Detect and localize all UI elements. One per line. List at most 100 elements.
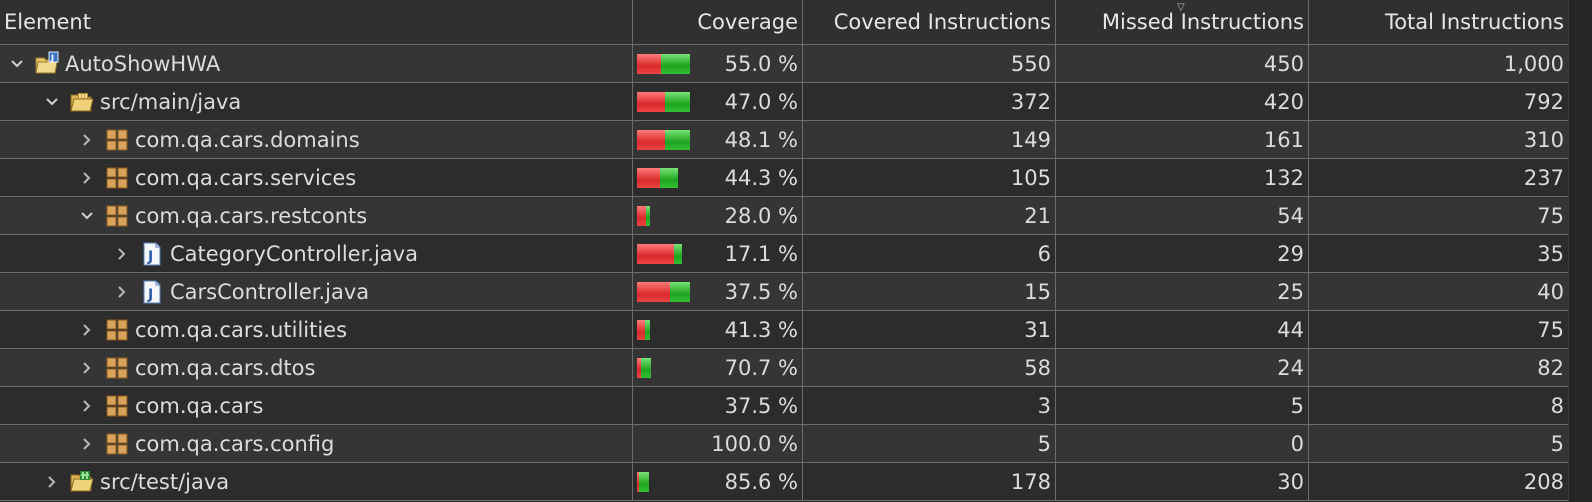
missed-instructions-cell: 132: [1056, 159, 1309, 196]
missed-bar-segment: [637, 54, 661, 74]
coverage-cell: 37.5 %: [633, 387, 803, 424]
coverage-percent: 47.0 %: [724, 89, 798, 114]
chevron-right-icon[interactable]: [76, 433, 98, 455]
test-folder-icon: [69, 469, 95, 495]
missed-instructions-cell: 0: [1056, 425, 1309, 462]
element-cell: J CarsController.java: [0, 273, 633, 310]
table-row[interactable]: J CategoryController.java 17.1 % 6 29 35: [0, 235, 1568, 273]
total-instructions-cell: 5: [1550, 431, 1564, 456]
covered-instructions-cell: 149: [803, 121, 1056, 158]
table-row[interactable]: com.qa.cars.restconts 28.0 % 21 54 75: [0, 197, 1568, 235]
covered-bar-segment: [665, 92, 690, 112]
chevron-down-icon[interactable]: [41, 91, 63, 113]
vertical-scrollbar[interactable]: [1568, 0, 1592, 502]
total-instructions-cell: 208: [1523, 469, 1564, 494]
missed-instructions-cell: 161: [1056, 121, 1309, 158]
coverage-bar: [637, 130, 690, 150]
chevron-right-icon[interactable]: [76, 167, 98, 189]
element-cell: com.qa.cars: [0, 387, 633, 424]
missed-instructions-cell: 24: [1056, 349, 1309, 386]
coverage-cell: 47.0 %: [633, 83, 803, 120]
table-header: Element Coverage Covered Instructions Mi…: [0, 0, 1568, 45]
table-row[interactable]: com.qa.cars.utilities 41.3 % 31 44 75: [0, 311, 1568, 349]
element-name: src/test/java: [100, 469, 230, 494]
table-row[interactable]: J AutoShowHWA 55.0 % 550 450 1,000: [0, 45, 1568, 83]
chevron-down-icon[interactable]: [6, 53, 28, 75]
coverage-percent: 100.0 %: [711, 431, 798, 456]
table-row[interactable]: com.qa.cars.dtos 70.7 % 58 24 82: [0, 349, 1568, 387]
coverage-percent: 85.6 %: [724, 469, 798, 494]
table-row[interactable]: com.qa.cars.services 44.3 % 105 132 237: [0, 159, 1568, 197]
covered-instructions-cell: 550: [803, 45, 1056, 82]
package-icon: [104, 355, 130, 381]
column-header-missed-instructions[interactable]: Missed Instructions: [1056, 0, 1309, 44]
table-body: J AutoShowHWA 55.0 % 550 450 1,000 src/main/ja…: [0, 45, 1568, 501]
element-name: CategoryController.java: [170, 241, 418, 266]
column-header-covered-instructions[interactable]: Covered Instructions: [803, 0, 1056, 44]
coverage-cell: 28.0 %: [633, 197, 803, 234]
coverage-cell: 48.1 %: [633, 121, 803, 158]
column-header-total-instructions[interactable]: Total Instructions: [1384, 10, 1564, 34]
table-row[interactable]: com.qa.cars.config 100.0 % 5 0 5: [0, 425, 1568, 463]
coverage-bar: [637, 206, 650, 226]
coverage-cell: 55.0 %: [633, 45, 803, 82]
chevron-down-icon[interactable]: [76, 205, 98, 227]
covered-bar-segment: [665, 130, 690, 150]
chevron-right-icon[interactable]: [41, 471, 63, 493]
element-cell: com.qa.cars.domains: [0, 121, 633, 158]
element-cell: src/main/java: [0, 83, 633, 120]
element-cell: com.qa.cars.utilities: [0, 311, 633, 348]
missed-bar-segment: [637, 472, 639, 492]
total-instructions-cell: 75: [1537, 203, 1564, 228]
missed-instructions-cell: 30: [1056, 463, 1309, 500]
missed-bar-segment: [637, 320, 645, 340]
table-row[interactable]: src/test/java 85.6 % 178 30 208: [0, 463, 1568, 501]
covered-bar-segment: [661, 54, 690, 74]
chevron-right-icon[interactable]: [111, 243, 133, 265]
chevron-right-icon[interactable]: [76, 357, 98, 379]
covered-instructions-cell: 372: [803, 83, 1056, 120]
sort-indicator-icon: ▽: [1177, 2, 1185, 13]
covered-bar-segment: [639, 472, 649, 492]
chevron-right-icon[interactable]: [76, 129, 98, 151]
coverage-bar: [637, 54, 690, 74]
coverage-bar: [637, 358, 651, 378]
coverage-bar: [637, 472, 649, 492]
coverage-cell: 70.7 %: [633, 349, 803, 386]
chevron-right-icon[interactable]: [111, 281, 133, 303]
coverage-percent: 37.5 %: [724, 279, 798, 304]
element-cell: com.qa.cars.dtos: [0, 349, 633, 386]
java-file-icon: J: [139, 279, 165, 305]
chevron-right-icon[interactable]: [76, 319, 98, 341]
missed-bar-segment: [637, 206, 646, 226]
covered-bar-segment: [641, 358, 651, 378]
covered-instructions-cell: 3: [803, 387, 1056, 424]
table-row[interactable]: com.qa.cars 37.5 % 3 5 8: [0, 387, 1568, 425]
total-instructions-cell: 310: [1523, 127, 1564, 152]
chevron-right-icon[interactable]: [76, 395, 98, 417]
missed-instructions-cell: 29: [1056, 235, 1309, 272]
total-instructions-cell: 1,000: [1503, 51, 1564, 76]
coverage-bar: [637, 92, 690, 112]
missed-bar-segment: [637, 282, 670, 302]
table-row[interactable]: src/main/java 47.0 % 372 420 792: [0, 83, 1568, 121]
column-header-coverage[interactable]: Coverage: [633, 0, 803, 44]
svg-text:J: J: [50, 53, 54, 62]
table-row[interactable]: J CarsController.java 37.5 % 15 25 40: [0, 273, 1568, 311]
element-name: com.qa.cars: [135, 393, 264, 418]
missed-instructions-cell: 54: [1056, 197, 1309, 234]
project-folder-icon: J: [34, 51, 60, 77]
package-icon: [104, 203, 130, 229]
missed-bar-segment: [637, 168, 660, 188]
covered-instructions-cell: 58: [803, 349, 1056, 386]
package-icon: [104, 165, 130, 191]
missed-instructions-cell: 5: [1056, 387, 1309, 424]
missed-instructions-cell: 420: [1056, 83, 1309, 120]
element-cell: J AutoShowHWA: [0, 45, 633, 82]
column-header-element[interactable]: Element: [0, 0, 633, 44]
source-folder-icon: [69, 89, 95, 115]
coverage-cell: 85.6 %: [633, 463, 803, 500]
coverage-percent: 44.3 %: [724, 165, 798, 190]
missed-bar-segment: [637, 92, 665, 112]
table-row[interactable]: com.qa.cars.domains 48.1 % 149 161 310: [0, 121, 1568, 159]
